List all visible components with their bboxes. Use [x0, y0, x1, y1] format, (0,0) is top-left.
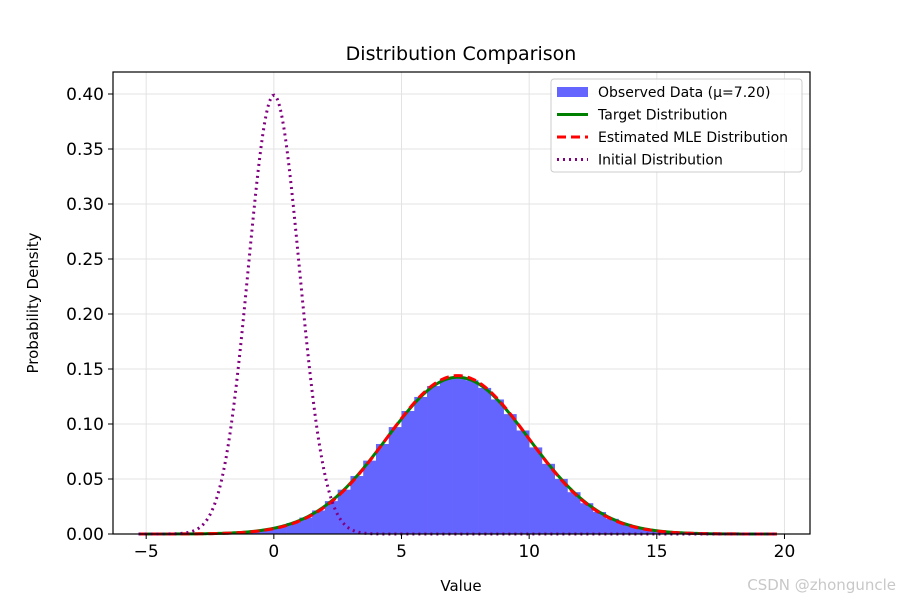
- histogram-bar: [465, 380, 478, 534]
- chart-title: Distribution Comparison: [346, 43, 577, 65]
- histogram-bar: [427, 386, 440, 534]
- histogram-bar: [529, 447, 542, 534]
- x-axis: −5 0 5 10 15 20: [134, 534, 796, 562]
- histogram-bar: [504, 414, 517, 534]
- x-axis-label: Value: [440, 577, 481, 595]
- histogram-bar: [350, 476, 363, 534]
- legend-label: Observed Data (μ=7.20): [598, 85, 770, 101]
- histogram-bar: [542, 464, 555, 534]
- y-tick-label: 0.20: [66, 305, 104, 325]
- x-tick-label: 10: [518, 542, 540, 562]
- legend-label: Initial Distribution: [598, 153, 723, 169]
- y-axis: 0.00 0.05 0.10 0.15 0.20 0.25 0.30 0.35 0.40: [66, 85, 113, 545]
- histogram-bar: [491, 399, 504, 534]
- histogram-bar: [389, 427, 402, 534]
- histogram-bar: [363, 461, 376, 534]
- histogram-bar: [516, 430, 529, 534]
- histogram-bar: [555, 479, 568, 534]
- x-tick-label: −5: [134, 542, 159, 562]
- histogram-bar: [402, 411, 415, 534]
- histogram-bar: [478, 388, 491, 534]
- y-tick-label: 0.05: [66, 470, 104, 490]
- y-tick-label: 0.15: [66, 360, 104, 380]
- x-tick-label: 5: [396, 542, 407, 562]
- legend-label: Target Distribution: [597, 108, 727, 124]
- histogram-bar: [440, 379, 453, 534]
- histogram-bar: [376, 444, 389, 534]
- y-tick-label: 0.00: [66, 525, 104, 545]
- y-tick-label: 0.25: [66, 250, 104, 270]
- histogram-bar: [453, 377, 466, 534]
- y-tick-label: 0.35: [66, 140, 104, 160]
- x-tick-label: 15: [646, 542, 668, 562]
- watermark: CSDN @zhonguncle: [747, 576, 896, 594]
- y-axis-label: Probability Density: [24, 232, 42, 373]
- x-tick-label: 0: [268, 542, 279, 562]
- y-tick-label: 0.10: [66, 415, 104, 435]
- legend: Observed Data (μ=7.20) Target Distributio…: [551, 79, 802, 172]
- y-tick-label: 0.40: [66, 85, 104, 105]
- legend-label: Estimated MLE Distribution: [598, 130, 788, 146]
- legend-swatch: [557, 87, 588, 97]
- y-tick-label: 0.30: [66, 195, 104, 215]
- x-tick-label: 20: [774, 542, 796, 562]
- histogram-bar: [414, 397, 427, 534]
